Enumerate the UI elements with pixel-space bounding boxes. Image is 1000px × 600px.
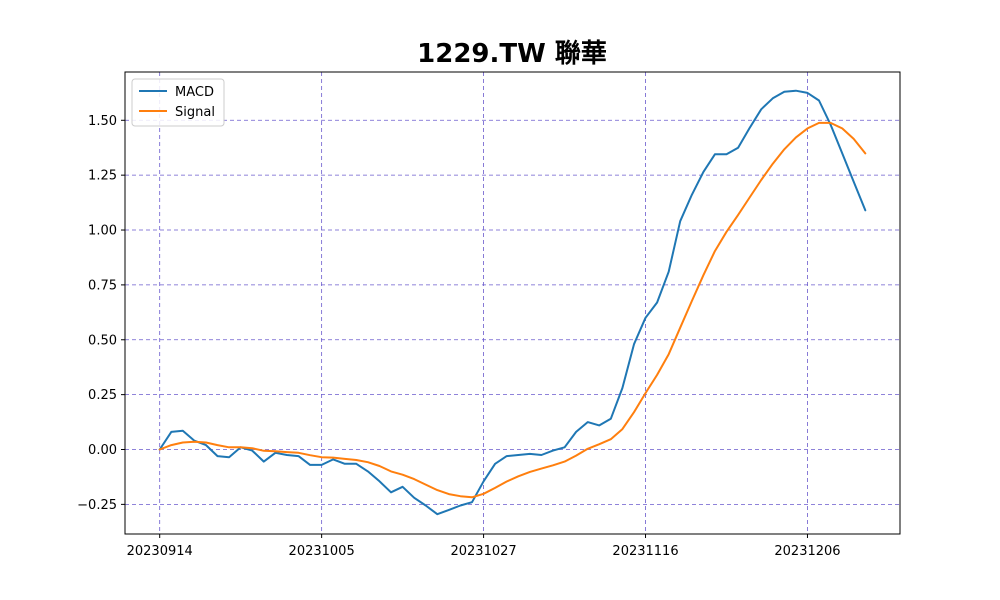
x-tick-label: 20231116 [612,544,678,559]
y-tick-label: 1.50 [88,114,117,129]
y-tick-label: 1.25 [88,169,117,184]
x-tick-label: 20231027 [450,544,516,559]
ticks: −0.25 0.00 0.25 0.50 0.75 1.00 1.25 1.50 2023091… [77,114,840,559]
legend: MACD Signal [131,78,225,127]
series-line-macd [158,89,867,516]
x-tick-label: 20231206 [774,544,840,559]
series-layer [158,89,867,516]
y-tick-label: −0.25 [77,498,117,513]
legend-label-signal: Signal [175,105,215,120]
y-tick-label: 0.00 [88,443,117,458]
y-tick-label: 1.00 [88,224,117,239]
series-line-signal [158,121,867,499]
x-tick-label: 20230914 [127,544,193,559]
y-tick-label: 0.75 [88,278,117,293]
legend-label-macd: MACD [175,85,214,100]
plot-frame [124,71,901,535]
x-tick-label: 20231005 [289,544,355,559]
chart-title: 1229.TW 聯華 [417,39,607,69]
y-tick-label: 0.25 [88,388,117,403]
y-tick-label: 0.50 [88,333,117,348]
